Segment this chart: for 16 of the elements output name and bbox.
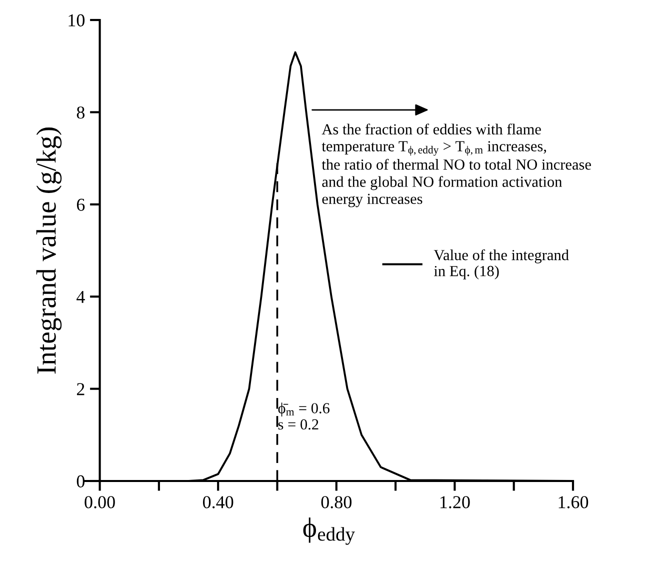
x-tick-label: 1.20 <box>440 496 470 508</box>
y-tick-label: 8 <box>76 106 85 119</box>
x-tick-label: 0.40 <box>202 496 234 508</box>
x-axis-title: ϕ$_{eddy}$ <box>303 518 355 545</box>
y-tick-label: 10 <box>68 14 85 26</box>
x-tick-label: 0.00 <box>84 496 115 508</box>
y-tick-label: 4 <box>76 290 85 303</box>
x-tick-label: 0.80 <box>321 496 352 508</box>
y-tick-label: 0 <box>76 475 85 488</box>
legend-label: Value of the integrand in Eq. (18) <box>434 249 569 280</box>
y-tick-label: 2 <box>76 383 84 396</box>
y-axis-title: Integrand value (g/kg) <box>36 128 62 374</box>
x-tick-label: 1.60 <box>558 496 588 508</box>
annotation: ϕ̄$_{m}$ = 0.6 s = 0.2 <box>278 402 330 430</box>
text: As the fraction of eddies with flame temperature T$_{ϕ,eddy}$ > T$_{ϕ,m}$ increases, the ratio of thermal NO to total NO increase and the global NO formation activation energy increases <box>322 124 591 208</box>
y-tick-label: 6 <box>76 198 85 211</box>
